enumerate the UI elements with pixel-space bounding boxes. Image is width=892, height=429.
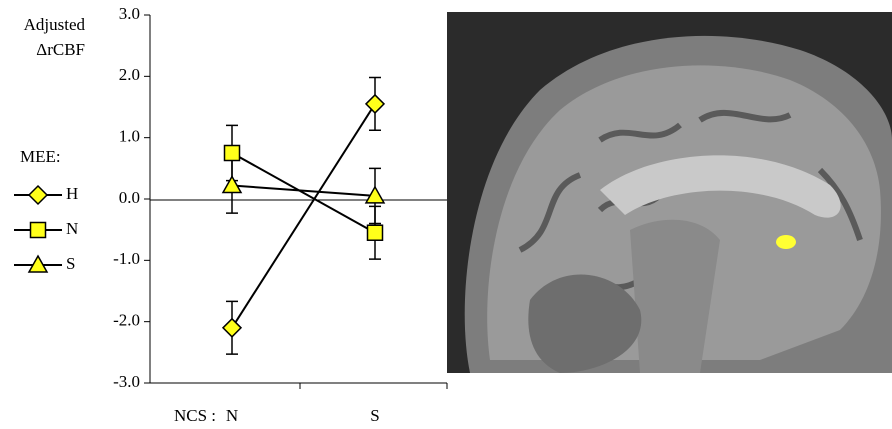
y-label: Adjusted xyxy=(24,15,86,34)
legend-label: H xyxy=(66,184,78,203)
y-tick-label: -3.0 xyxy=(113,372,140,391)
marker-square xyxy=(225,146,240,161)
marker-square xyxy=(368,225,383,240)
page: {"chart_data": {"type": "line", "y_label… xyxy=(0,0,892,429)
x-label: NCS : xyxy=(174,406,216,425)
y-tick-label: 3.0 xyxy=(119,4,140,23)
y-tick-label: -2.0 xyxy=(113,311,140,330)
brain-image xyxy=(447,12,892,373)
y-tick-label: 0.0 xyxy=(119,188,140,207)
legend-label: S xyxy=(66,254,75,273)
series-line xyxy=(232,104,375,328)
series-line xyxy=(232,153,375,233)
x-tick-label: N xyxy=(226,406,238,425)
marker-triangle xyxy=(223,177,241,193)
figure: Adjusted ΔrCBF NCS : MEE: 3.0 2.0 1.0 0.0 -1… xyxy=(0,0,892,429)
legend-marker xyxy=(29,186,47,204)
y-tick-label: 1.0 xyxy=(119,127,140,146)
y-label: ΔrCBF xyxy=(36,40,85,59)
legend-label: N xyxy=(66,219,78,238)
legend-title: MEE: xyxy=(20,147,61,166)
x-tick-label: S xyxy=(370,406,379,425)
series-line xyxy=(232,186,375,196)
marker-diamond xyxy=(366,95,384,113)
y-tick-label: -1.0 xyxy=(113,249,140,268)
marker-diamond xyxy=(223,319,241,337)
y-tick-label: 2.0 xyxy=(119,65,140,84)
legend-marker xyxy=(31,223,46,238)
